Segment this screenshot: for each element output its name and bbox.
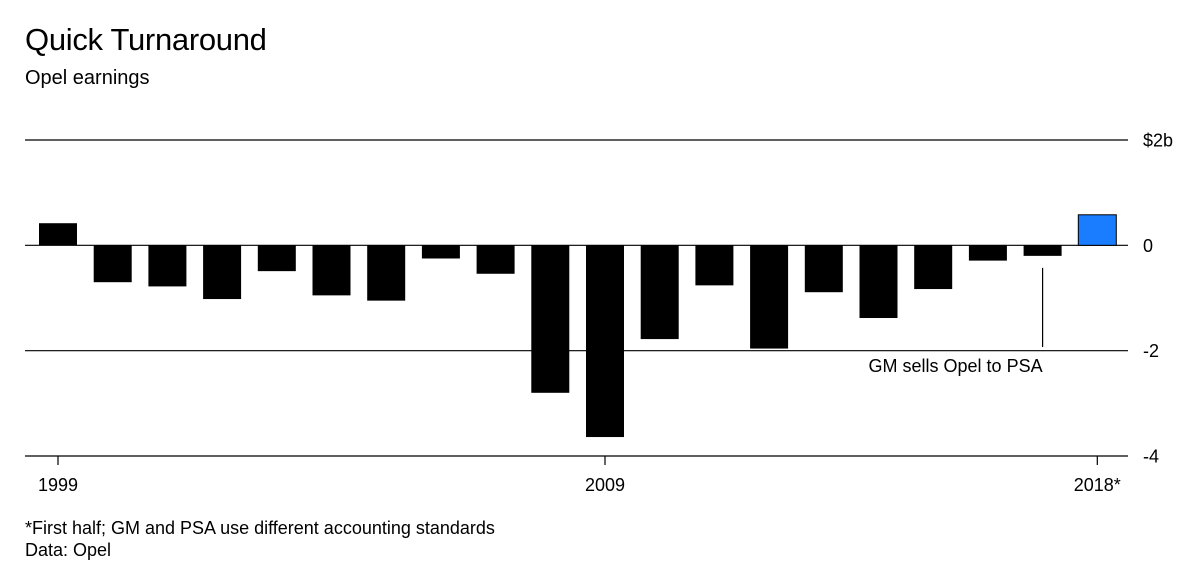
- bar-2009: [586, 245, 624, 438]
- bar-2004: [312, 245, 351, 296]
- annotations: GM sells Opel to PSA: [869, 267, 1044, 376]
- bar-2002: [203, 245, 242, 300]
- bar-2012: [750, 245, 789, 349]
- bar-2016: [968, 245, 1007, 261]
- bar-2017: [1023, 245, 1062, 256]
- y-tick-label: -4: [1143, 447, 1159, 467]
- bar-2011: [695, 245, 734, 286]
- bar-2007: [476, 245, 515, 274]
- bar-2010: [640, 245, 679, 340]
- chart-title: Quick Turnaround: [25, 22, 267, 57]
- bar-2006: [421, 245, 460, 259]
- bar-2005: [367, 245, 406, 301]
- chart-subtitle: Opel earnings: [25, 67, 150, 89]
- bar-2018: [1077, 214, 1117, 246]
- y-tick-label: 0: [1143, 236, 1153, 256]
- bar-2001: [148, 245, 187, 287]
- x-tick-label: 2009: [585, 475, 625, 495]
- source-text: Data: Opel: [25, 540, 112, 560]
- bar-2000: [93, 245, 132, 283]
- x-tick-label: 1999: [38, 475, 78, 495]
- bar-1999: [39, 223, 77, 246]
- annotation-label: GM sells Opel to PSA: [869, 356, 1043, 376]
- x-tick-label: 2018*: [1074, 475, 1121, 495]
- gridlines: [25, 139, 1128, 457]
- footnote-block: *First half; GM and PSA use different ac…: [25, 517, 495, 561]
- bar-2014: [859, 245, 898, 319]
- y-tick-label: $2b: [1143, 131, 1173, 151]
- footnote-text: *First half; GM and PSA use different ac…: [25, 518, 495, 538]
- bar-2003: [257, 245, 296, 272]
- y-tick-label: -2: [1143, 341, 1159, 361]
- bar-2008: [531, 245, 570, 393]
- bars: [39, 214, 1117, 438]
- axes: $2b 0 -2 -4 1999 2009 2018*: [38, 131, 1173, 496]
- bar-2013: [804, 245, 843, 293]
- bar-2015: [914, 245, 953, 290]
